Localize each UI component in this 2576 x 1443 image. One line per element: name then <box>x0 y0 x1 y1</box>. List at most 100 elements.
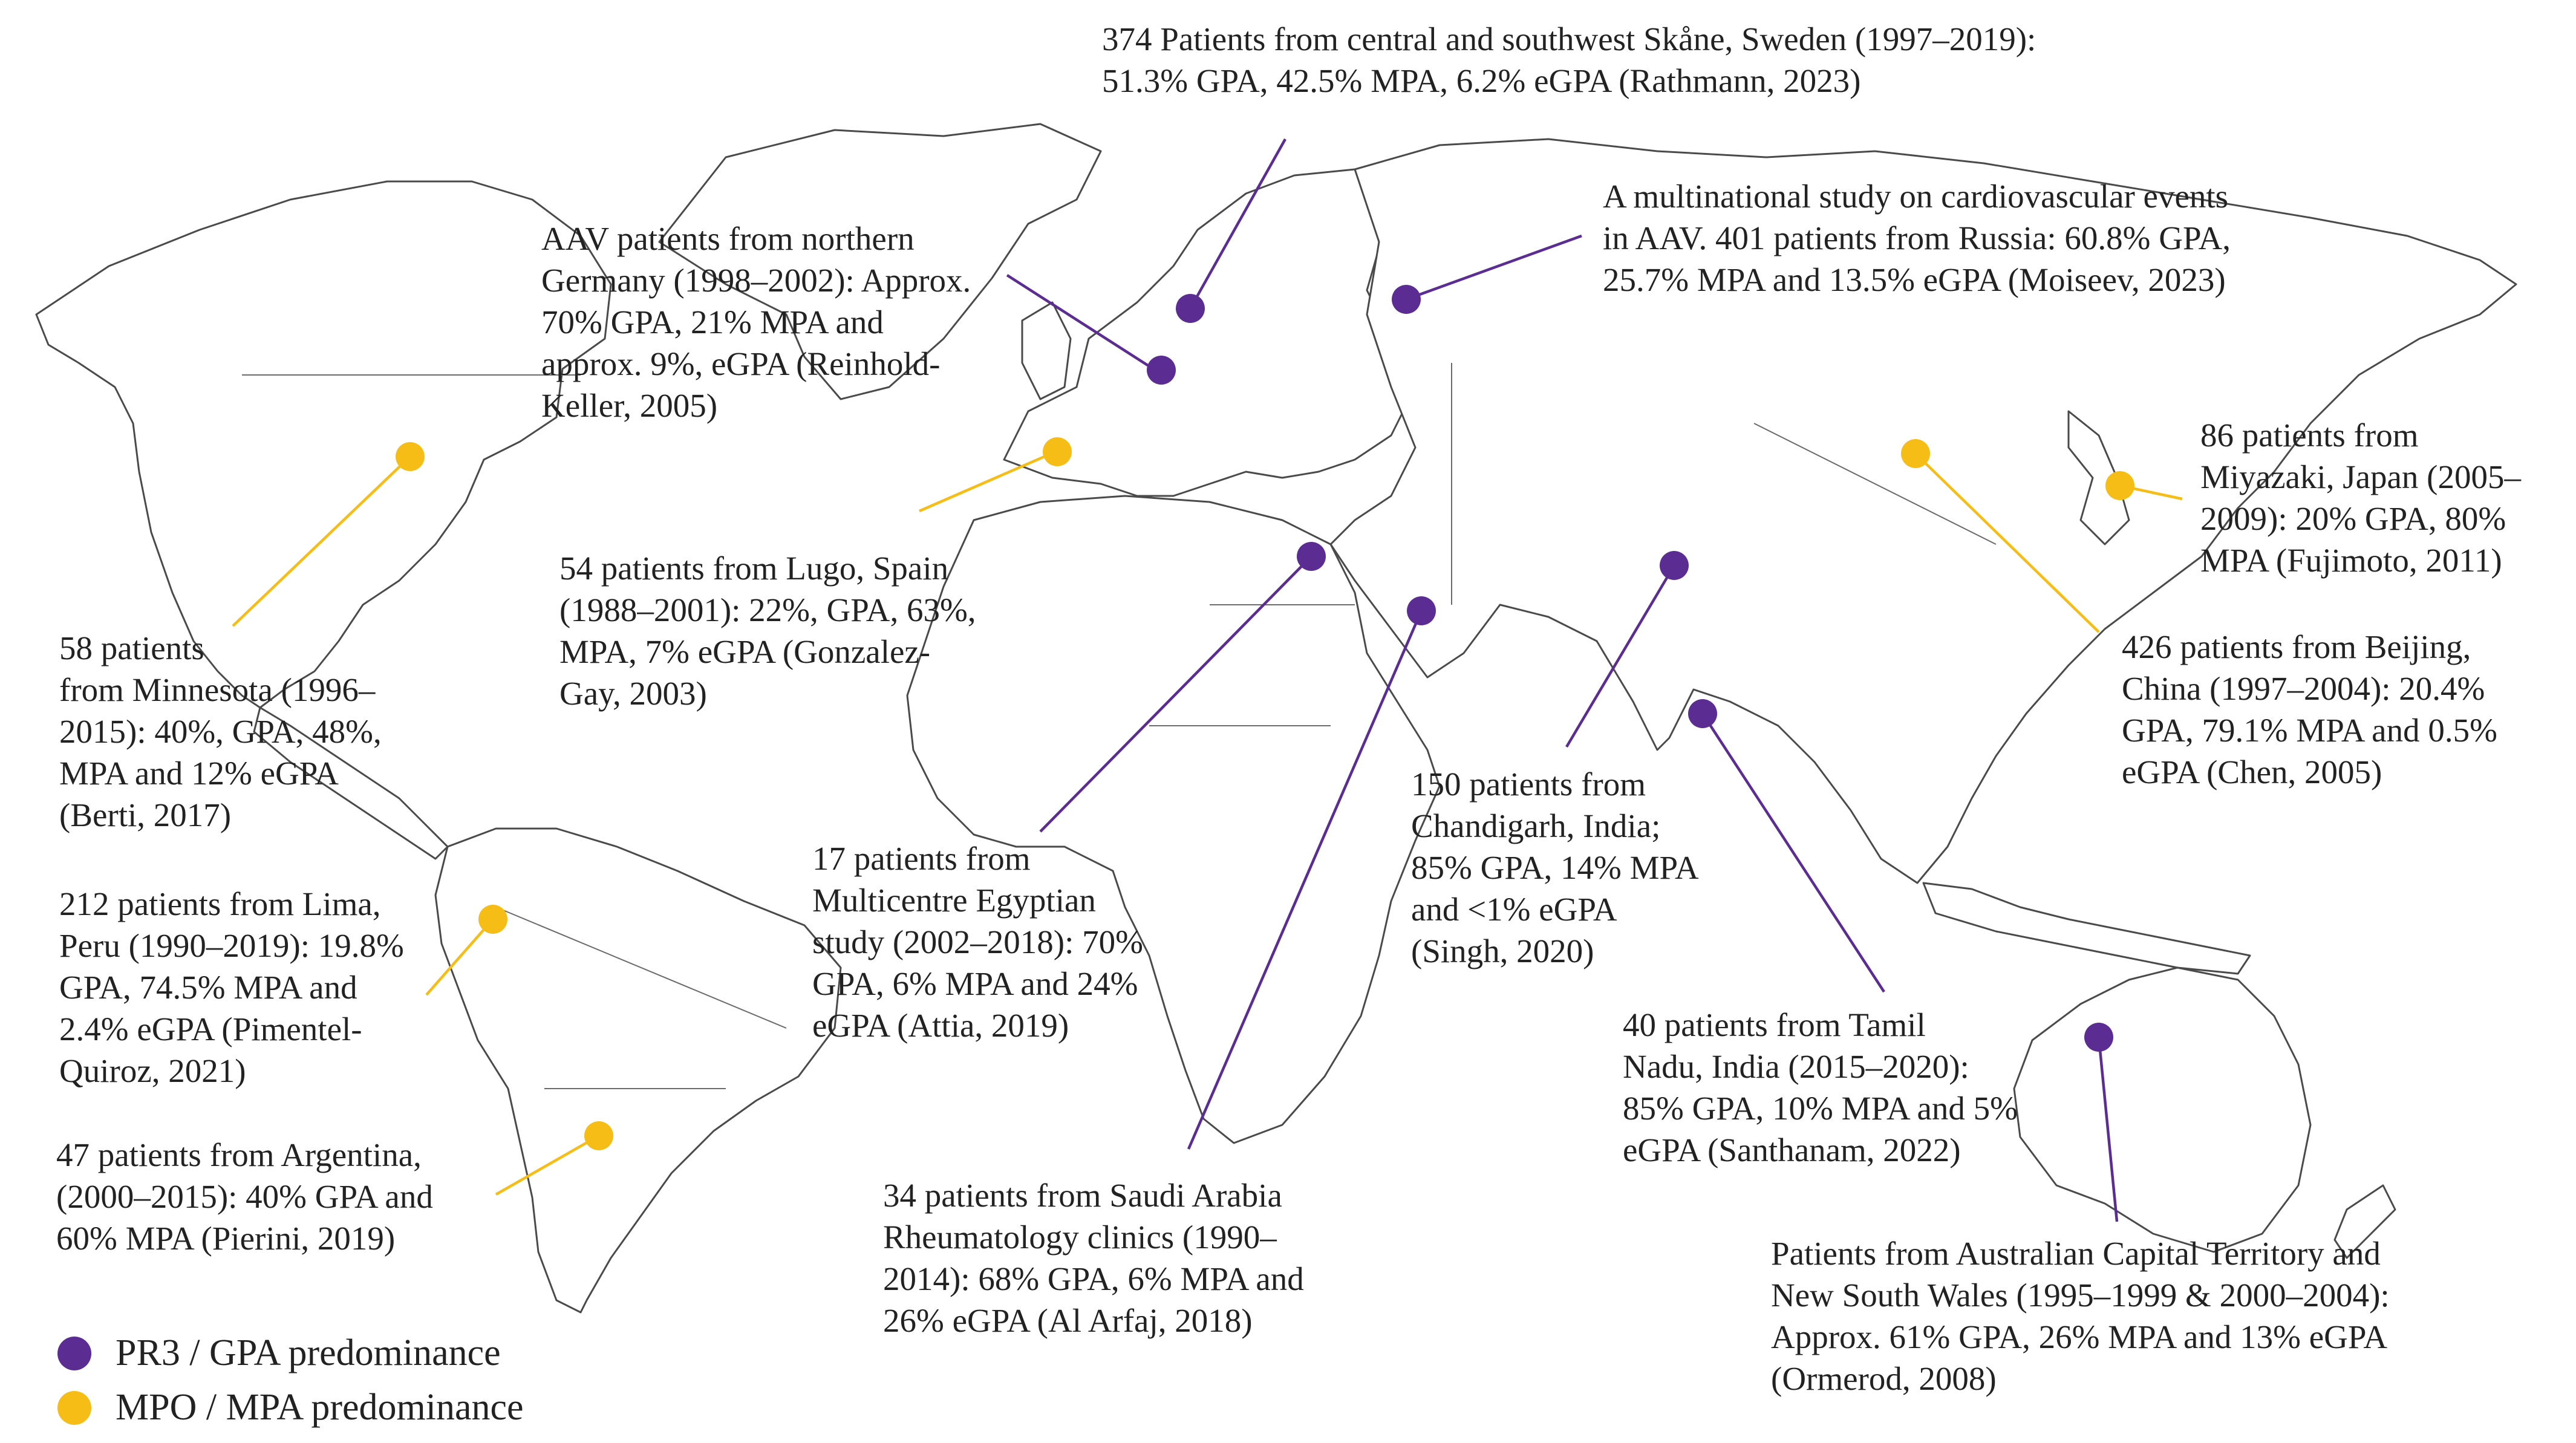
japan-islands <box>2067 410 2130 546</box>
annotation-line: 374 Patients from central and southwest … <box>1102 21 2036 57</box>
annotation-line: 47 patients from Argentina, <box>56 1136 422 1173</box>
annotation-line: 426 patients from Beijing, <box>2122 628 2471 665</box>
marker-argentina <box>584 1121 613 1150</box>
annotation-chandigarh: 150 patients from Chandigarh, India; 85% G… <box>1411 763 1699 972</box>
annotation-sweden: 374 Patients from central and southwest … <box>1102 18 2036 102</box>
leader-lines <box>232 138 2183 1222</box>
legend-gpa: PR3 / GPA predominance <box>57 1332 501 1375</box>
annotation-line: (Ormerod, 2008) <box>1771 1360 1997 1397</box>
annotation-line: China (1997–2004): 20.4% <box>2122 670 2485 707</box>
annotation-line: 34 patients from Saudi Arabia <box>883 1177 1282 1214</box>
annotation-line: eGPA (Attia, 2019) <box>812 1007 1069 1044</box>
annotation-line: approx. 9%, eGPA (Reinhold- <box>541 345 941 382</box>
marker-minnesota <box>396 442 425 471</box>
australia <box>2013 966 2312 1253</box>
marker-egypt <box>1297 542 1326 571</box>
annotation-line: (2000–2015): 40% GPA and <box>56 1178 433 1215</box>
annotation-egypt: 17 patients from Multicentre Egyptian stud… <box>812 838 1143 1046</box>
central-america <box>253 706 449 860</box>
annotation-line: in AAV. 401 patients from Russia: 60.8% … <box>1603 220 2231 256</box>
annotation-line: 70% GPA, 21% MPA and <box>541 304 884 340</box>
annotation-line: eGPA (Chen, 2005) <box>2122 754 2382 790</box>
annotation-line: Nadu, India (2015–2020): <box>1623 1048 1969 1085</box>
leader-tamil <box>1701 712 1885 993</box>
annotation-line: Miyazaki, Japan (2005– <box>2200 458 2521 495</box>
annotation-line: study (2002–2018): 70% <box>812 923 1143 960</box>
legend-gpa-label: PR3 / GPA predominance <box>116 1332 501 1373</box>
legend-mpa-dot <box>57 1390 91 1425</box>
annotation-line: eGPA (Santhanam, 2022) <box>1623 1132 1961 1168</box>
annotation-line: 2014): 68% GPA, 6% MPA and <box>883 1260 1304 1297</box>
asia <box>1329 138 2517 884</box>
annotation-line: Quiroz, 2021) <box>59 1052 246 1089</box>
annotation-russia: A multinational study on cardiovascular … <box>1603 175 2231 301</box>
annotation-argentina: 47 patients from Argentina, (2000–2015): … <box>56 1134 433 1259</box>
annotation-line: 40 patients from Tamil <box>1623 1006 1926 1043</box>
legend-mpa: MPO / MPA predominance <box>57 1386 524 1429</box>
annotation-line: A multinational study on cardiovascular … <box>1603 178 2229 215</box>
annotation-line: MPA (Fujimoto, 2011) <box>2200 542 2502 579</box>
greenland <box>658 123 1102 400</box>
leader-argentina <box>495 1135 600 1196</box>
annotation-line: Multicentre Egyptian <box>812 882 1096 919</box>
annotation-line: 2.4% eGPA (Pimentel- <box>59 1011 362 1047</box>
leader-australia <box>2097 1037 2119 1222</box>
marker-china <box>1901 439 1930 468</box>
study-markers <box>396 285 2134 1150</box>
marker-tamil <box>1688 699 1717 728</box>
marker-spain <box>1043 437 1072 466</box>
annotation-line: Gay, 2003) <box>559 675 707 712</box>
annotation-line: and <1% eGPA <box>1411 891 1617 928</box>
annotation-japan: 86 patients from Miyazaki, Japan (2005– 20… <box>2200 414 2521 581</box>
uk <box>1021 301 1072 400</box>
leader-peru <box>425 918 494 996</box>
annotation-line: Peru (1990–2019): 19.8% <box>59 927 404 964</box>
annotation-tamil: 40 patients from Tamil Nadu, India (2015–… <box>1623 1004 2018 1171</box>
leader-minnesota <box>232 455 411 627</box>
marker-peru <box>478 905 507 934</box>
annotation-line: GPA, 74.5% MPA and <box>59 969 357 1006</box>
annotation-line: Patients from Australian Capital Territo… <box>1771 1235 2381 1272</box>
annotation-line: 54 patients from Lugo, Spain <box>559 550 949 587</box>
annotation-saudi: 34 patients from Saudi Arabia Rheumatolog… <box>883 1174 1304 1341</box>
leader-germany <box>1006 274 1156 371</box>
north-america <box>35 180 612 709</box>
annotation-line: Rheumatology clinics (1990– <box>883 1219 1277 1256</box>
annotation-line: (Berti, 2017) <box>59 796 232 833</box>
annotation-line: (Singh, 2020) <box>1411 933 1594 969</box>
legend-mpa-label: MPO / MPA predominance <box>116 1387 524 1428</box>
annotation-line: New South Wales (1995–1999 & 2000–2004): <box>1771 1277 2390 1314</box>
annotation-line: Chandigarh, India; <box>1411 807 1661 844</box>
annotation-line: 60% MPA (Pierini, 2019) <box>56 1220 396 1257</box>
annotation-line: Keller, 2005) <box>541 387 718 424</box>
indonesia <box>1922 882 2251 975</box>
annotation-peru: 212 patients from Lima, Peru (1990–2019):… <box>59 883 404 1092</box>
annotation-line: from Minnesota (1996– <box>59 671 376 708</box>
annotation-minnesota: 58 patients from Minnesota (1996– 2015): 4… <box>59 627 382 836</box>
annotation-line: 2009): 20% GPA, 80% <box>2200 500 2506 537</box>
annotation-line: AAV patients from northern <box>541 220 915 257</box>
annotation-line: 86 patients from <box>2200 417 2419 454</box>
annotation-line: 212 patients from Lima, <box>59 885 381 922</box>
annotation-germany: AAV patients from northern Germany (1998–… <box>541 218 971 426</box>
legend-gpa-dot <box>57 1336 91 1370</box>
borders <box>242 363 1997 1089</box>
annotation-spain: 54 patients from Lugo, Spain (1988–2001):… <box>559 547 976 714</box>
leader-chandigarh <box>1565 564 1675 748</box>
annotation-line: 26% eGPA (Al Arfaj, 2018) <box>883 1302 1253 1339</box>
annotation-line: 58 patients <box>59 630 204 666</box>
leader-sweden <box>1189 138 1286 310</box>
annotation-china: 426 patients from Beijing, China (1997–20… <box>2122 626 2497 793</box>
annotation-line: (1988–2001): 22%, GPA, 63%, <box>559 591 976 628</box>
marker-sweden <box>1176 294 1205 323</box>
annotation-line: Germany (1998–2002): Approx. <box>541 262 971 299</box>
marker-saudi <box>1407 596 1436 625</box>
annotation-australia: Patients from Australian Capital Territo… <box>1771 1233 2390 1399</box>
annotation-line: 17 patients from <box>812 840 1031 877</box>
leader-egypt <box>1039 555 1312 833</box>
leader-russia <box>1406 234 1582 301</box>
leader-spain <box>919 450 1056 513</box>
annotation-line: 25.7% MPA and 13.5% eGPA (Moiseev, 2023) <box>1603 261 2226 298</box>
annotation-line: 51.3% GPA, 42.5% MPA, 6.2% eGPA (Rathman… <box>1102 62 1861 99</box>
